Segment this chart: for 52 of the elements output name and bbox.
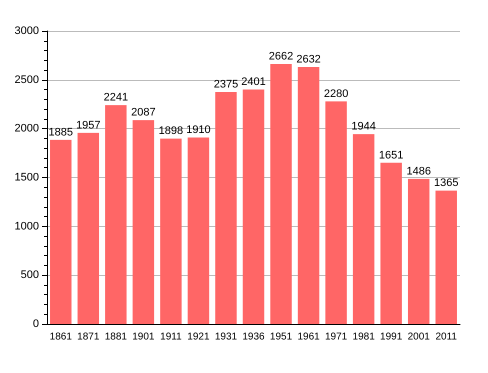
data-label: 1957 bbox=[76, 119, 101, 132]
data-label: 2401 bbox=[241, 76, 266, 88]
x-tick-label: 1981 bbox=[352, 332, 376, 342]
bar bbox=[298, 66, 320, 324]
data-label: 1944 bbox=[351, 120, 376, 133]
data-label: 2087 bbox=[131, 106, 156, 119]
data-label: 2632 bbox=[296, 53, 321, 66]
x-tick-label: 1931 bbox=[214, 332, 238, 342]
x-tick-label: 1871 bbox=[77, 332, 100, 342]
bar bbox=[215, 92, 237, 324]
bar bbox=[325, 101, 347, 324]
x-tick-label: 1991 bbox=[380, 332, 403, 342]
x-tick-label: 1951 bbox=[270, 332, 293, 342]
x-tick-label: 1911 bbox=[160, 332, 182, 342]
data-label: 2241 bbox=[104, 92, 128, 104]
x-tick-label: 1961 bbox=[297, 332, 320, 342]
bar bbox=[132, 120, 154, 324]
x-tick-label: 1921 bbox=[187, 332, 210, 342]
bar bbox=[242, 90, 264, 324]
data-label: 1910 bbox=[186, 124, 211, 136]
data-label: 2375 bbox=[214, 78, 238, 91]
x-tick-label: 1901 bbox=[132, 332, 155, 342]
x-tick-label: 2001 bbox=[408, 332, 430, 342]
bar bbox=[380, 162, 402, 324]
x-tick-label: 1861 bbox=[50, 332, 72, 342]
y-tick-label: 3000 bbox=[14, 25, 39, 37]
bar bbox=[352, 134, 374, 324]
x-tick-label: 2011 bbox=[435, 332, 458, 342]
y-tick-label: 2500 bbox=[14, 74, 39, 86]
y-tick-label: 1000 bbox=[14, 220, 39, 232]
bar bbox=[408, 178, 430, 324]
data-label: 1885 bbox=[48, 126, 74, 138]
bar bbox=[105, 105, 127, 324]
y-tick-label: 0 bbox=[32, 318, 39, 330]
bar bbox=[270, 64, 292, 324]
bar bbox=[160, 138, 182, 324]
data-label: 1486 bbox=[406, 165, 431, 178]
data-label: 2280 bbox=[324, 88, 348, 100]
data-label: 1898 bbox=[158, 125, 184, 138]
bar bbox=[188, 137, 210, 324]
x-tick-label: 1971 bbox=[324, 332, 348, 342]
data-label: 2662 bbox=[268, 50, 294, 63]
data-label: 1365 bbox=[434, 177, 458, 190]
bar bbox=[50, 140, 72, 324]
y-tick-label: 1500 bbox=[14, 172, 39, 184]
data-label: 1651 bbox=[378, 149, 404, 162]
x-tick-label: 1881 bbox=[104, 332, 128, 342]
y-tick-label: 500 bbox=[20, 269, 39, 282]
bar bbox=[78, 132, 100, 324]
y-tick-label: 2000 bbox=[14, 122, 39, 135]
x-tick-label: 1936 bbox=[242, 332, 266, 342]
bar bbox=[435, 190, 457, 324]
